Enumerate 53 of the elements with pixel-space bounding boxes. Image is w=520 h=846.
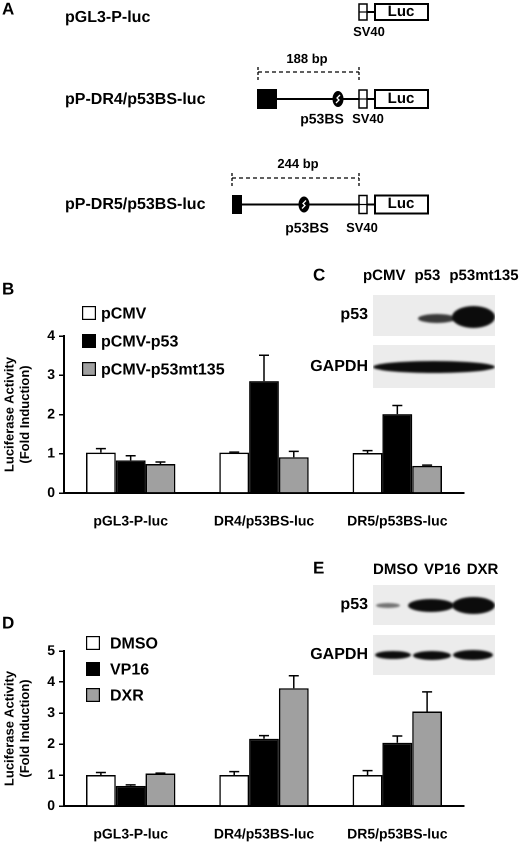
text: p53BS [300,110,344,127]
text: SV40 [352,110,384,126]
y-tick-label: 4 [47,672,56,689]
legend-label: pCMV-p53 [101,333,178,350]
category-label: pCMV [363,266,406,284]
annotation: GAPDH [310,646,368,664]
text: E [313,558,324,578]
y-tick-label: 1 [47,766,56,782]
x-tick-label: DR5/p53BS-luc [347,512,448,528]
text: 244 bp [277,156,319,172]
chart-title: B [2,280,14,300]
y-tick-label: 0 [47,484,56,500]
text: pP-DR4/p53BS-luc [65,91,206,109]
category-label: p53mt135 [449,266,519,284]
text: pP-DR5/p53BS-luc [65,196,206,214]
text: C [313,266,326,286]
y-tick-label: 0 [47,796,56,813]
x-tick-label: pGL3-P-luc [93,825,168,842]
text: SV40 [346,220,378,236]
legend-label: pCMV [101,305,147,322]
legend-label: DXR [110,687,144,704]
category-label: DXR [466,560,498,578]
text: p53BS [285,219,329,236]
annotation: GAPDH [310,358,368,376]
y-axis-title: Luciferase Activity (Fold Induction) [1,356,32,472]
x-tick-label: DR5/p53BS-luc [347,825,448,842]
y-tick-label: 2 [47,405,56,422]
y-tick-label: 4 [47,326,56,343]
text: pGL3-P-luc [65,9,150,27]
x-tick-label: DR4/p53BS-luc [214,512,314,528]
y-tick-label: 2 [47,734,56,751]
legend-label: VP16 [110,661,150,678]
y-tick-label: 5 [47,642,56,658]
x-tick-label: pGL3-P-luc [93,512,168,528]
category-label: VP16 [424,560,461,578]
category-label: p53 [414,266,440,284]
text: Luc [388,2,414,20]
y-tick-label: 1 [47,444,56,461]
text: p53 [340,306,368,324]
text: Luc [388,194,414,212]
text: SV40 [353,24,385,40]
chart-title: D [2,614,14,634]
text: p53 [340,596,368,614]
legend-label: DMSO [110,635,158,652]
x-tick-label: DR4/p53BS-luc [214,825,314,842]
text: A [2,0,14,20]
text: 188 bp [286,50,328,66]
text: Luc [388,90,414,108]
y-tick-label: 3 [47,366,56,382]
y-tick-label: 3 [47,704,56,720]
legend-label: pCMV-p53mt135 [101,361,225,378]
y-axis-title: Luciferase Activity (Fold Induction) [1,670,32,786]
category-label: DMSO [373,560,418,578]
